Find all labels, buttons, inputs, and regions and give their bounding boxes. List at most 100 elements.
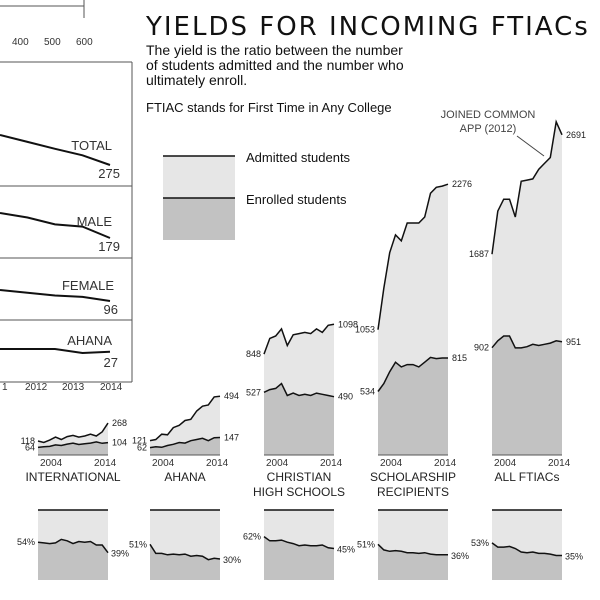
panel-title-line-1: INTERNATIONAL	[25, 470, 120, 484]
admitted-end-label: 494	[224, 391, 239, 401]
yield-start-label: 54%	[17, 537, 35, 547]
admitted-line	[37, 422, 109, 444]
admitted-start-label: 118	[21, 436, 35, 446]
year-tick-2014: 2014	[100, 382, 123, 393]
enrolled-line	[263, 382, 335, 398]
panel-title-line-2: HIGH SCHOOLS	[253, 485, 345, 499]
enrolled-line	[491, 335, 563, 349]
yield-area	[378, 544, 448, 580]
x-tick-2014: 2014	[94, 458, 117, 469]
admitted-end-label: 1098	[338, 319, 358, 329]
yield-end-label: 45%	[337, 545, 355, 555]
admitted-end-label: 268	[112, 418, 127, 428]
year-tick-2013: 2013	[62, 382, 85, 393]
yield-line	[377, 543, 448, 556]
yield-start-label: 53%	[471, 538, 489, 548]
enrolled-area	[492, 336, 562, 455]
yield-end-label: 35%	[565, 552, 583, 562]
x-tick-2004: 2004	[152, 458, 175, 469]
yield-end-label: 30%	[223, 555, 241, 565]
admitted-line	[149, 395, 221, 442]
series-end-total: 275	[98, 166, 120, 181]
annotation-line-2: APP (2012)	[460, 123, 517, 135]
subtitle-line-1: The yield is the ratio between the numbe…	[146, 42, 403, 58]
panel-title-line-1: CHRISTIAN	[267, 470, 332, 484]
yield-line	[37, 538, 109, 554]
yield-strip-christian: 62% 45%	[243, 509, 355, 580]
enrolled-end-label: 815	[452, 353, 467, 363]
series-end-male: 179	[98, 239, 120, 254]
admitted-start-label: 848	[246, 349, 261, 359]
enrolled-start-label: 64	[25, 442, 35, 452]
x-tick-2004: 2004	[266, 458, 289, 469]
enrolled-end-label: 490	[338, 392, 353, 402]
x-tick-2014: 2014	[548, 458, 571, 469]
year-tick-2011: 1	[2, 382, 8, 393]
x-tick-2004: 2004	[494, 458, 517, 469]
yield-start-label: 51%	[129, 539, 147, 549]
yield-area	[38, 539, 108, 580]
annotation-leader	[516, 135, 545, 157]
year-tick-2012: 2012	[25, 382, 48, 393]
admitted-end-label: 2276	[452, 179, 472, 189]
panel-title-line-1: SCHOLARSHIP	[370, 470, 456, 484]
trend-line-ahana	[0, 348, 111, 355]
admitted-line	[491, 119, 563, 255]
enrolled-end-label: 147	[224, 433, 239, 443]
enrolled-start-label: 62	[137, 443, 147, 453]
x-tick-2014: 2014	[320, 458, 343, 469]
series-label-male: MALE	[77, 214, 113, 229]
yield-area	[150, 544, 220, 580]
subtitle-line-3: ultimately enroll.	[146, 72, 247, 88]
series-label-ahana: AHANA	[67, 333, 112, 348]
admitted-start-label: 121	[132, 436, 147, 446]
admitted-start-label: 1053	[355, 325, 375, 335]
common-app-annotation: JOINED COMMON APP (2012)	[441, 109, 545, 157]
trend-lines	[0, 134, 111, 355]
enrolled-line	[37, 441, 109, 449]
trend-line-male	[0, 212, 111, 239]
enrolled-end-label: 951	[566, 337, 581, 347]
enrolled-start-label: 902	[474, 343, 489, 353]
panel-title-line-2: RECIPIENTS	[377, 485, 449, 499]
series-label-total: TOTAL	[71, 138, 112, 153]
admitted-end-label: 2691	[566, 130, 586, 140]
yield-line	[149, 543, 221, 561]
x-tick-400: 400	[12, 37, 29, 48]
legend-label-admitted: Admitted students	[246, 150, 351, 165]
x-tick-2004: 2004	[380, 458, 403, 469]
yield-strip-international: 54% 39%	[17, 509, 129, 580]
yield-end-label: 36%	[451, 551, 469, 561]
enrolled-line	[377, 356, 448, 392]
admitted-start-label: 1687	[469, 249, 489, 259]
yield-start-label: 51%	[357, 539, 375, 549]
yield-strips: 54%39%51%30%62%45%51%36%53%35%	[17, 509, 583, 580]
enrolled-area	[150, 437, 220, 455]
enrolled-start-label: 534	[360, 386, 375, 396]
yield-line	[491, 542, 562, 557]
legend-label-enrolled: Enrolled students	[246, 192, 347, 207]
page-title: YIELDS FOR INCOMING FTIACs	[145, 12, 590, 42]
enrolled-end-label: 104	[112, 438, 127, 448]
admitted-line	[263, 323, 335, 355]
ftiac-note: FTIAC stands for First Time in Any Colle…	[146, 100, 392, 115]
enrolled-start-label: 527	[246, 387, 261, 397]
admitted-line	[377, 183, 449, 330]
subtitle-line-2: of students admitted and the number who	[146, 57, 404, 73]
yield-strip-ahana: 51% 30%	[129, 509, 241, 580]
yield-strip-scholarship: 51% 36%	[357, 509, 469, 580]
series-end-female: 96	[104, 302, 118, 317]
enrolled-area	[378, 357, 448, 455]
trend-line-total	[0, 134, 111, 166]
yield-end-label: 39%	[111, 549, 129, 559]
panel-title-line-1: AHANA	[164, 470, 205, 484]
x-tick-600: 600	[76, 37, 93, 48]
x-tick-2014: 2014	[434, 458, 457, 469]
yield-area	[264, 536, 334, 580]
